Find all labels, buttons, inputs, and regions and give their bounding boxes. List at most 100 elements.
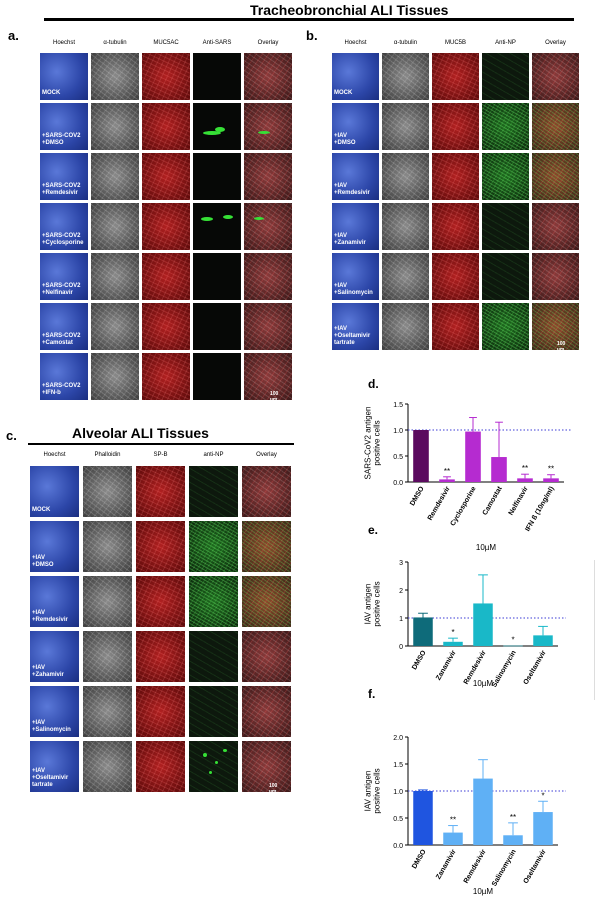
panel-c-letter: c. [6, 428, 17, 443]
y-tick-label: 1.5 [393, 762, 403, 769]
micrograph-image [91, 353, 139, 400]
micrograph-image [532, 303, 579, 350]
micrograph-image [482, 203, 529, 250]
y-tick-label: 1 [399, 616, 403, 623]
micrograph-image [244, 53, 292, 100]
micrograph-image: +IAV +Salinomycin [30, 686, 79, 737]
bar [473, 778, 493, 845]
micrograph-image [382, 253, 429, 300]
bar [491, 457, 507, 482]
y-tick-label: 2 [399, 588, 403, 595]
micrograph-image: +IAV +Oseltamivir tartrate [30, 741, 79, 792]
column-header: Overlay [545, 40, 566, 46]
condition-label: +IAV +Salinomycin [334, 283, 373, 296]
fluorescent-spot [258, 131, 270, 134]
micrograph-image [189, 741, 238, 792]
column-header: Overlay [256, 452, 277, 458]
micrograph-image [382, 303, 429, 350]
micrograph-image [91, 253, 139, 300]
condition-label: MOCK [42, 90, 61, 96]
micrograph-image [136, 521, 185, 572]
column-header: Hoechst [52, 40, 75, 46]
panel-a-micrographs: Hoechst α-tubulin MUC5AC Anti-SARS Overlay MO… [40, 40, 296, 422]
fluorescent-spot [215, 127, 225, 132]
micrograph-image [136, 741, 185, 792]
micrograph-image [532, 53, 579, 100]
micrograph-image [244, 203, 292, 250]
micrograph-image: +IAV +Zahamivir [30, 631, 79, 682]
micrograph-image [91, 303, 139, 350]
micrograph-image: +SARS-COV2 +DMSO [40, 103, 88, 150]
condition-label: +IAV +DMSO [334, 133, 356, 146]
scale-bar-label: 100 µm [269, 783, 278, 795]
micrograph-image [83, 631, 132, 682]
micrograph-image [136, 466, 185, 517]
column-header: MUC5AC [153, 40, 179, 46]
micrograph-image: MOCK [40, 53, 88, 100]
condition-label: +SARS-COV2 +Nelfinavir [42, 283, 81, 296]
micrograph-image [432, 253, 479, 300]
y-tick-label: 1.5 [393, 402, 403, 409]
micrograph-image [244, 303, 292, 350]
panel-letter: e. [368, 523, 378, 537]
condition-label: +SARS-COV2 +Camostat [42, 333, 81, 346]
condition-label: +IAV +Zanamivir [334, 233, 366, 246]
column-headers: Hoechst α-tubulin MUC5AC Anti-SARS Overlay [40, 40, 296, 52]
column-headers: Hoechst Phalloidin SP-B anti-NP Overlay [30, 452, 292, 464]
micrograph-image [193, 203, 241, 250]
bar [443, 641, 463, 646]
y-axis-title: IAV antigenpositive cells [364, 581, 382, 626]
micrograph-image [142, 203, 190, 250]
condition-label: MOCK [32, 507, 51, 513]
significance-mark: ** [522, 464, 528, 473]
y-tick-label: 0.5 [393, 816, 403, 823]
micrograph-image [91, 103, 139, 150]
x-tick-label: Remdesivir [463, 848, 488, 884]
x-tick-label: Zanamivir [435, 649, 458, 681]
bar [533, 812, 553, 845]
micrograph-image [432, 53, 479, 100]
column-header: SP-B [153, 452, 168, 458]
fluorescent-spot [254, 217, 264, 220]
micrograph-image [142, 303, 190, 350]
column-header: Overlay [257, 40, 279, 46]
significance-mark: ** [444, 467, 450, 476]
micrograph-image: +SARS-COV2 +Nelfinavir [40, 253, 88, 300]
title-rule [44, 18, 574, 21]
micrograph-image [244, 253, 292, 300]
micrograph-image [91, 203, 139, 250]
micrograph-image [244, 153, 292, 200]
x-tick-label: Salinomycin [491, 849, 518, 888]
micrograph-image [142, 353, 190, 400]
column-headers: Hoechst α-tubulin MUC5B Anti-NP Overlay [332, 40, 578, 52]
micrograph-image [136, 686, 185, 737]
condition-label: +SARS-COV2 +Remdesivir [42, 183, 81, 196]
micrograph-image: +IAV +Oseltamivir tartrate [332, 303, 379, 350]
bar [439, 479, 455, 482]
fluorescent-spot [203, 753, 207, 757]
micrograph-image [189, 466, 238, 517]
micrograph-image [482, 53, 529, 100]
significance-mark: * [541, 791, 544, 800]
micrograph-image [189, 631, 238, 682]
micrograph-image [242, 631, 291, 682]
chart-e: 0 1 2 3 DMSO * Zanamivir Remdesivir * Salinomycin… [300, 520, 590, 690]
y-tick-label: 0.0 [393, 843, 403, 850]
y-axis-title: IAV antigenpositive cells [364, 768, 382, 813]
column-header: Hoechst [43, 452, 66, 458]
micrograph-image: +IAV +Salinomycin [332, 253, 379, 300]
micrograph-image [142, 253, 190, 300]
micrograph-image [83, 686, 132, 737]
micrograph-image [242, 576, 291, 627]
bar [503, 645, 523, 647]
micrograph-image [532, 153, 579, 200]
micrograph-image [142, 103, 190, 150]
micrograph-image [193, 53, 241, 100]
x-tick-label: Oseltamivir [523, 649, 548, 686]
micrograph-image [532, 203, 579, 250]
micrograph-image [189, 686, 238, 737]
y-axis-title: SARS-CoV2 antigenpositive cells [364, 407, 382, 480]
y-tick-label: 3 [399, 560, 403, 567]
micrograph-image [382, 53, 429, 100]
column-header: Phalloidin [94, 452, 121, 458]
